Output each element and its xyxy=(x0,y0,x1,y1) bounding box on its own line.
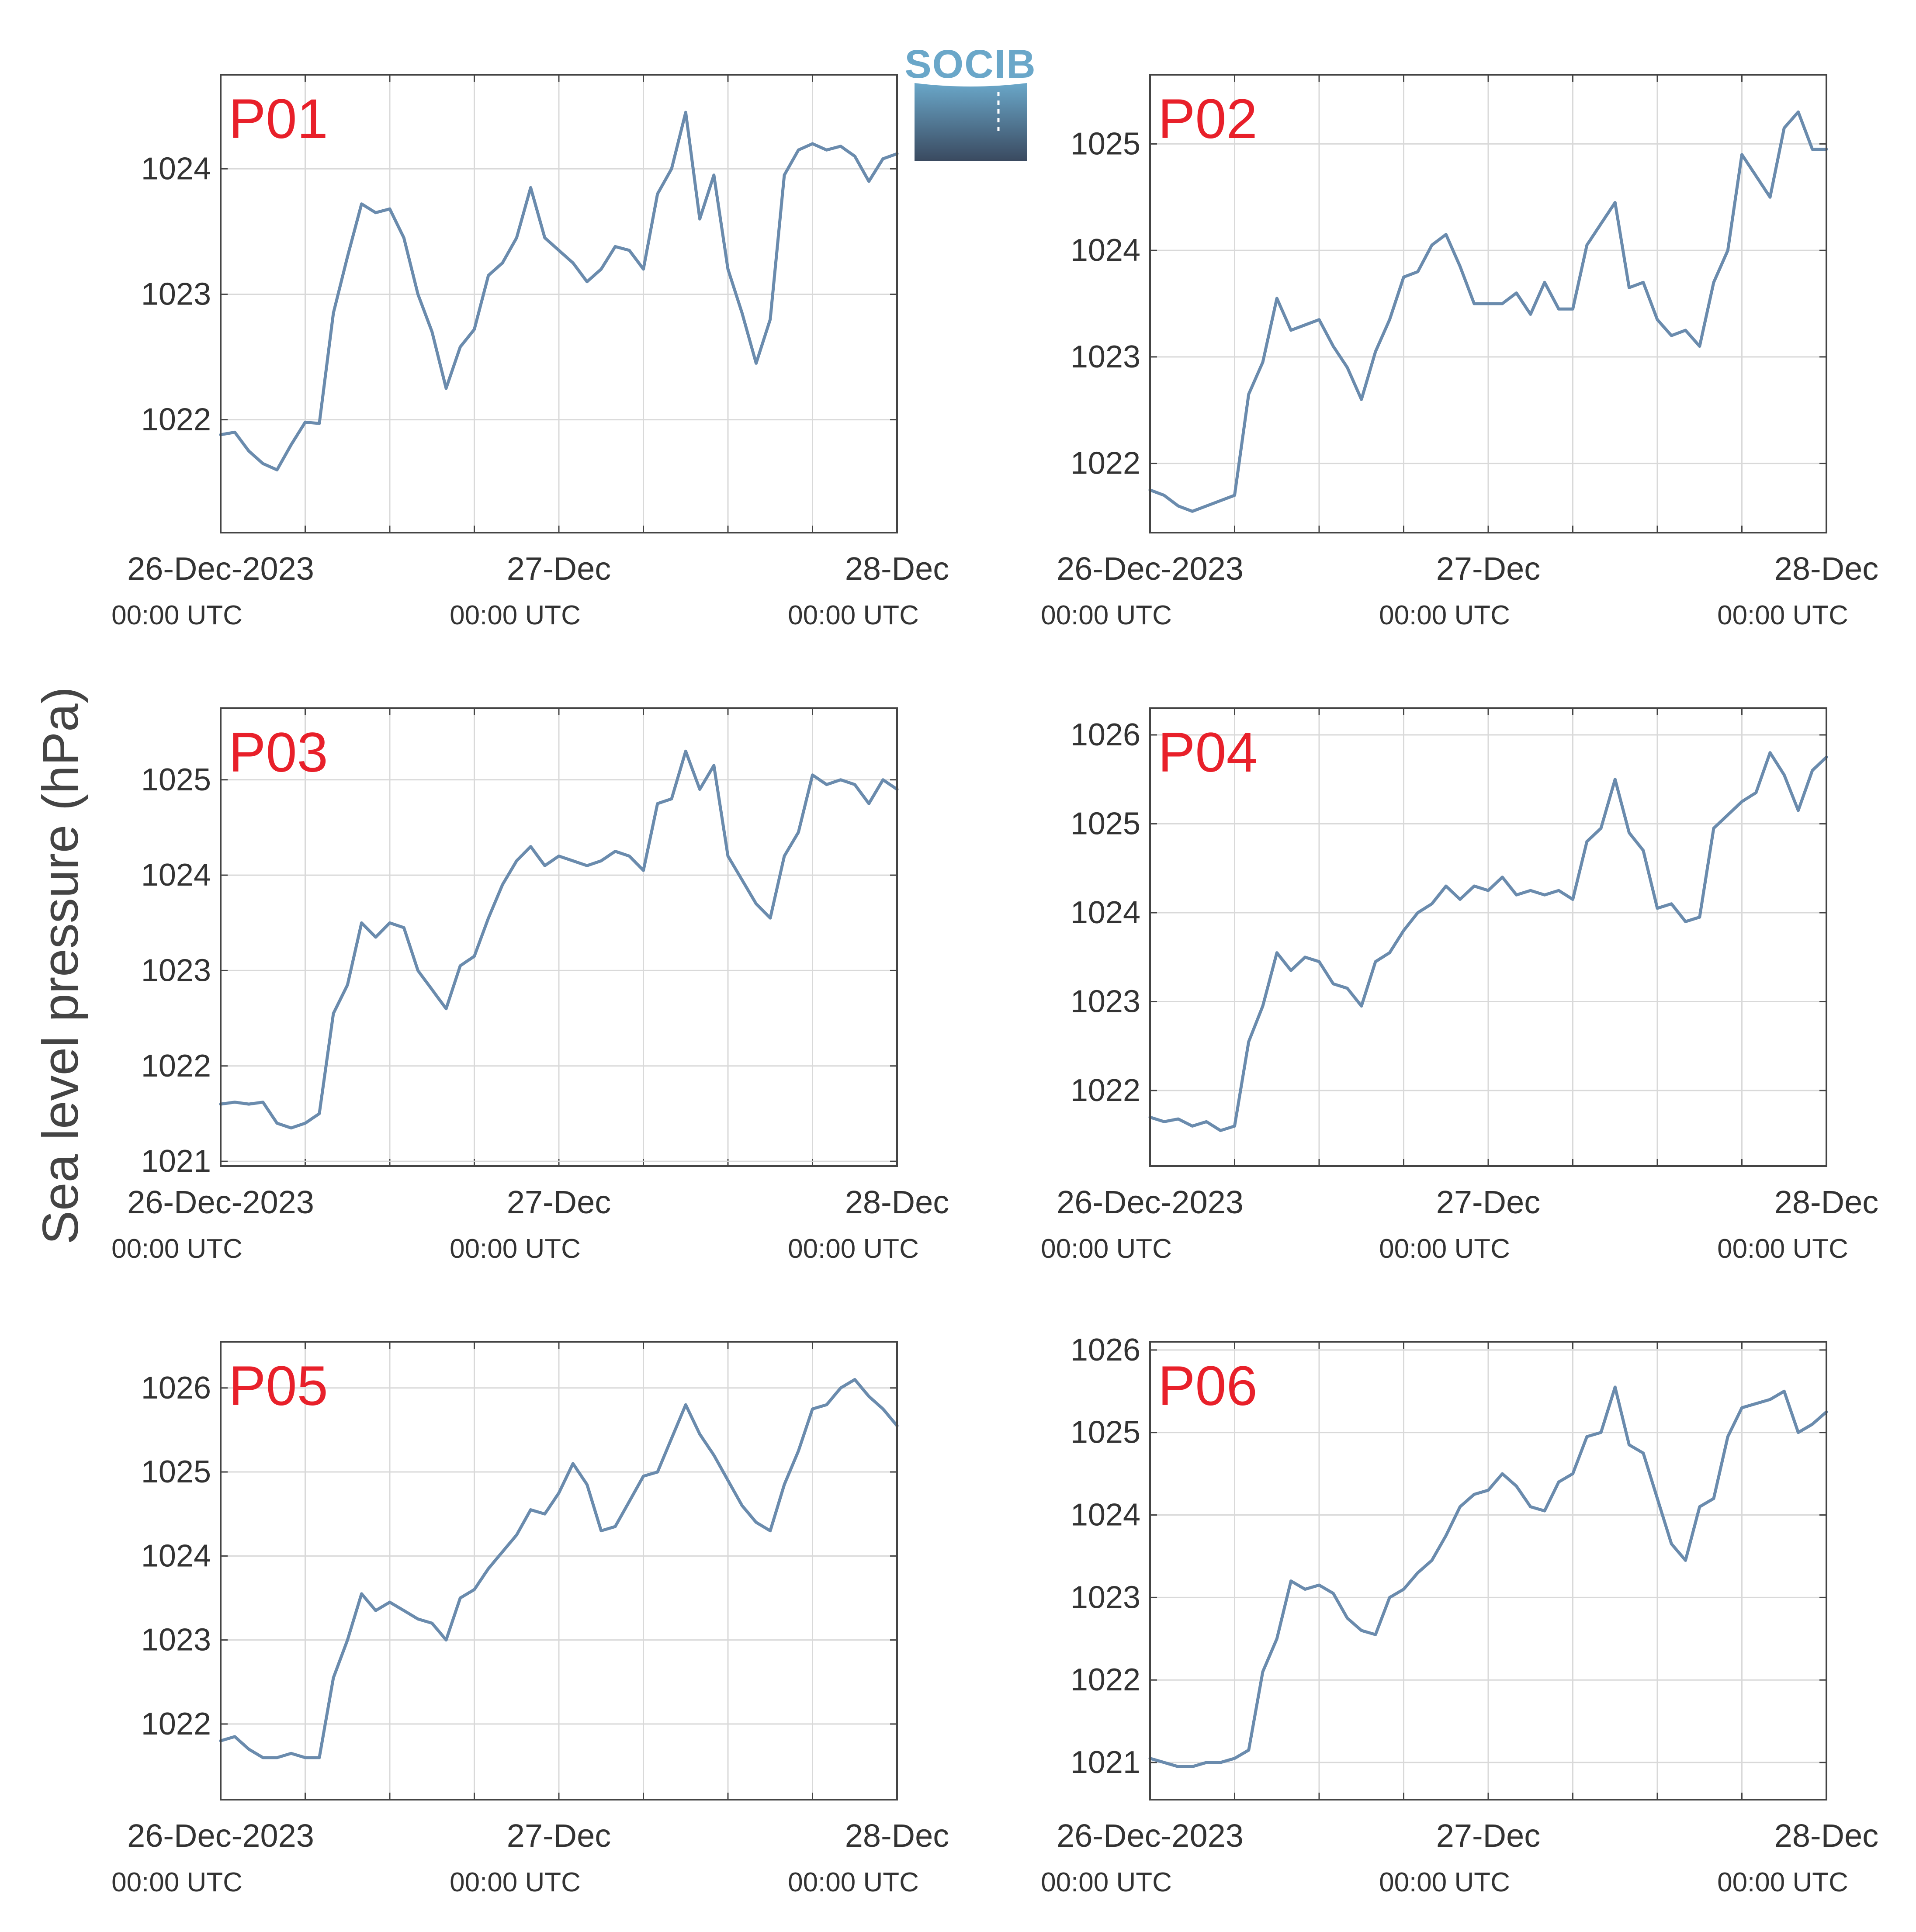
panel-label: P02 xyxy=(1158,88,1258,150)
x-tick-date: 27-Dec xyxy=(1436,1818,1541,1854)
x-tick-date: 27-Dec xyxy=(507,1818,611,1854)
panel-p05: 1022 1023 1024 1025 1026 P05 26-Dec-2023 00:00 … xyxy=(111,1341,949,1897)
y-tick-label: 1024 xyxy=(141,858,211,893)
y-tick-label: 1021 xyxy=(1071,1745,1140,1780)
y-tick-label: 1025 xyxy=(1071,126,1140,161)
panel-p06: 1021 1022 1023 1024 1025 1026 P06 26-Dec-2023 00… xyxy=(1041,1333,1878,1897)
y-tick-label: 1023 xyxy=(141,953,211,988)
x-tick-time: 00:00 UTC xyxy=(450,600,581,630)
x-tick-time: 00:00 UTC xyxy=(1717,1867,1848,1897)
y-tick-label: 1026 xyxy=(1071,717,1140,752)
x-tick-time: 00:00 UTC xyxy=(111,600,243,630)
y-tick-label: 1022 xyxy=(141,402,211,437)
x-tick-date: 27-Dec xyxy=(1436,1184,1541,1220)
y-tick-label: 1024 xyxy=(1071,233,1140,268)
y-tick-label: 1023 xyxy=(1071,1580,1140,1615)
y-axis-label: Sea level pressure (hPa) xyxy=(32,687,89,1245)
pressure-series-line xyxy=(1148,1385,1828,1768)
x-tick-time: 00:00 UTC xyxy=(788,1867,919,1897)
x-tick-time: 00:00 UTC xyxy=(1379,1234,1510,1264)
y-tick-label: 1025 xyxy=(141,762,211,797)
pressure-series-line xyxy=(219,1378,899,1759)
panels: 1022 1023 1024 P01 26-Dec-2023 00:00 UTC 27-De… xyxy=(111,74,1879,1897)
plot-frame xyxy=(1149,1341,1827,1800)
x-tick-time: 00:00 UTC xyxy=(1379,1867,1510,1897)
x-tick-date: 26-Dec-2023 xyxy=(1057,551,1244,587)
x-tick-time: 00:00 UTC xyxy=(111,1867,243,1897)
x-tick-time: 00:00 UTC xyxy=(788,1234,919,1264)
logo-text: SOCIB xyxy=(904,42,1036,87)
plot-frame xyxy=(220,74,898,533)
y-tick-label: 1025 xyxy=(1071,1415,1140,1450)
x-tick-date: 28-Dec xyxy=(845,551,949,587)
x-tick-date: 26-Dec-2023 xyxy=(1057,1818,1244,1854)
panel-label: P05 xyxy=(229,1355,328,1417)
y-tick-label: 1024 xyxy=(1071,1498,1140,1533)
plot-frame xyxy=(1149,74,1827,533)
x-tick-time: 00:00 UTC xyxy=(450,1234,581,1264)
y-tick-label: 1022 xyxy=(1071,446,1140,481)
x-tick-date: 28-Dec xyxy=(1774,1818,1879,1854)
y-tick-label: 1022 xyxy=(141,1707,211,1742)
y-tick-label: 1022 xyxy=(1071,1662,1140,1697)
panel-label: P06 xyxy=(1158,1355,1258,1417)
panel-p02: 1022 1023 1024 1025 P02 26-Dec-2023 00:00 UTC 2… xyxy=(1041,74,1879,630)
y-tick-label: 1024 xyxy=(141,1538,211,1573)
pressure-series-line xyxy=(1148,110,1828,513)
pressure-series-line xyxy=(219,749,899,1130)
y-tick-label: 1022 xyxy=(141,1049,211,1084)
x-tick-date: 27-Dec xyxy=(507,1184,611,1220)
x-tick-date: 28-Dec xyxy=(845,1184,949,1220)
y-tick-label: 1025 xyxy=(141,1454,211,1489)
panel-label: P04 xyxy=(1158,721,1258,784)
y-tick-label: 1024 xyxy=(1071,895,1140,930)
panel-label: P03 xyxy=(229,721,328,784)
x-tick-date: 26-Dec-2023 xyxy=(127,551,314,587)
plot-frame xyxy=(220,707,898,1167)
panel-label: P01 xyxy=(229,88,328,150)
x-tick-date: 27-Dec xyxy=(1436,551,1541,587)
x-tick-time: 00:00 UTC xyxy=(111,1234,243,1264)
plot-frame xyxy=(220,1341,898,1800)
x-tick-time: 00:00 UTC xyxy=(1717,1234,1848,1264)
panel-p03: 1021 1022 1023 1024 1025 P03 26-Dec-2023 00:00 … xyxy=(111,707,949,1264)
x-tick-time: 00:00 UTC xyxy=(450,1867,581,1897)
pressure-series-line xyxy=(1148,751,1828,1132)
y-tick-label: 1022 xyxy=(1071,1073,1140,1108)
x-tick-time: 00:00 UTC xyxy=(1379,600,1510,630)
x-tick-date: 28-Dec xyxy=(1774,551,1879,587)
y-tick-label: 1026 xyxy=(1071,1333,1140,1368)
x-tick-time: 00:00 UTC xyxy=(1041,1867,1172,1897)
panel-p01: 1022 1023 1024 P01 26-Dec-2023 00:00 UTC 27-De… xyxy=(111,74,949,630)
y-tick-label: 1025 xyxy=(1071,807,1140,841)
pressure-series-line xyxy=(219,111,899,471)
x-tick-date: 28-Dec xyxy=(845,1818,949,1854)
panel-p04: 1022 1023 1024 1025 1026 P04 26-Dec-2023 00:00 … xyxy=(1041,707,1879,1264)
x-tick-time: 00:00 UTC xyxy=(788,600,919,630)
x-tick-date: 26-Dec-2023 xyxy=(1057,1184,1244,1220)
x-tick-time: 00:00 UTC xyxy=(1041,1234,1172,1264)
x-tick-date: 26-Dec-2023 xyxy=(127,1818,314,1854)
y-tick-label: 1021 xyxy=(141,1144,211,1179)
y-tick-label: 1023 xyxy=(141,1623,211,1658)
x-tick-date: 27-Dec xyxy=(507,551,611,587)
x-tick-date: 26-Dec-2023 xyxy=(127,1184,314,1220)
plot-frame xyxy=(1149,707,1827,1167)
y-tick-label: 1026 xyxy=(141,1371,211,1406)
x-tick-time: 00:00 UTC xyxy=(1041,600,1172,630)
socib-logo: SOCIB xyxy=(904,42,1036,161)
y-tick-label: 1024 xyxy=(141,151,211,186)
x-tick-date: 28-Dec xyxy=(1774,1184,1879,1220)
y-tick-label: 1023 xyxy=(141,277,211,312)
x-tick-time: 00:00 UTC xyxy=(1717,600,1848,630)
y-tick-label: 1023 xyxy=(1071,984,1140,1019)
y-tick-label: 1023 xyxy=(1071,339,1140,374)
